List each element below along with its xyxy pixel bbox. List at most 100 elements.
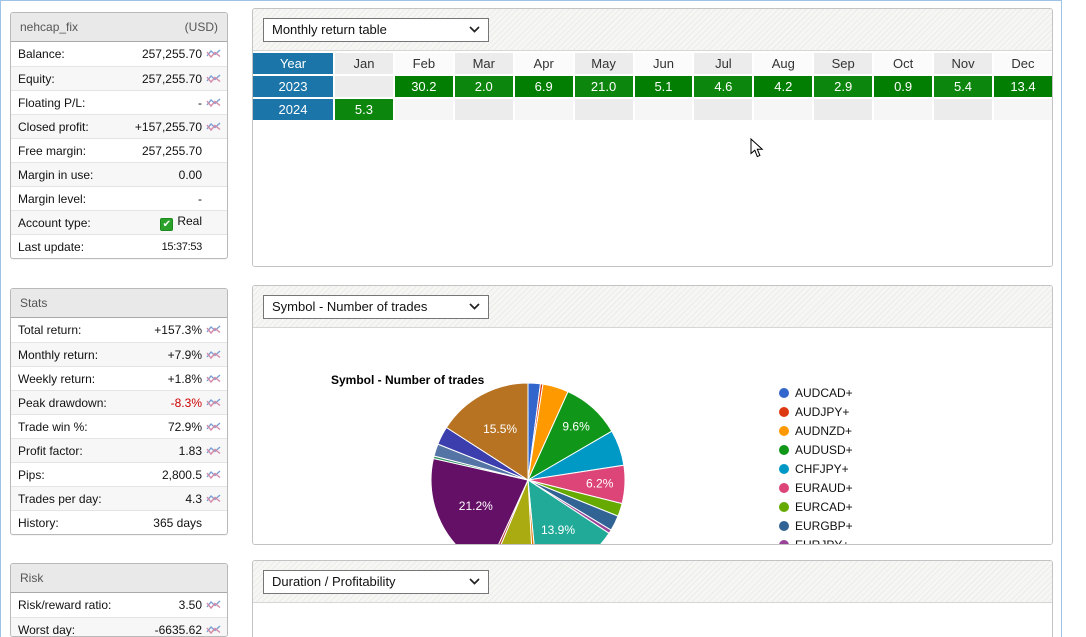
row-value: 4.3 [185, 491, 202, 506]
month-header-cell: Apr [512, 53, 573, 74]
year-header-cell: Year [253, 53, 333, 74]
pie-legend: AUDCAD+ AUDJPY+ AUDNZD+ AUDUSD+ CHFJPY+ EURAU… [779, 383, 853, 544]
month-header-cell: Aug [752, 53, 813, 74]
month-header-cell: Jun [632, 53, 693, 74]
row-value: +1.8% [167, 371, 202, 386]
symbol-panel-toolbar: Symbol - Number of trades [253, 286, 1052, 328]
sparkline-chart-icon[interactable] [206, 73, 222, 84]
side-panel-row: Closed profit: +157,255.70 [11, 114, 227, 138]
sparkline-chart-icon[interactable] [206, 373, 222, 384]
legend-color-dot [779, 444, 789, 455]
row-icon-slot [202, 493, 222, 505]
side-panel-row: Peak drawdown: -8.3% [11, 390, 227, 414]
legend-label: EURAUD+ [795, 480, 853, 495]
pie-slice[interactable] [445, 382, 529, 481]
sparkline-chart-icon[interactable] [206, 121, 222, 132]
sparkline-chart-icon[interactable] [206, 624, 222, 635]
monthly-dropdown-value: Monthly return table [272, 22, 387, 37]
row-icon-slot [202, 193, 222, 205]
monthly-return-panel: Monthly return table Year Jan Feb Mar Apr May… [252, 8, 1053, 267]
risk-title: Risk [20, 571, 44, 585]
year-cell: 2023 [253, 76, 333, 97]
sparkline-chart-icon[interactable] [206, 599, 222, 610]
duration-panel-dropdown[interactable]: Duration / Profitability [263, 569, 489, 594]
pie-slice-label: 13.9% [541, 523, 575, 537]
mouse-cursor-icon [750, 138, 764, 158]
month-value-cell: 13.4 [991, 76, 1052, 97]
row-icon-slot [202, 397, 222, 409]
legend-item: AUDUSD+ [779, 440, 853, 459]
sparkline-chart-icon[interactable] [206, 324, 222, 335]
row-value: 1.83 [178, 443, 202, 458]
row-value: 72.9% [167, 419, 202, 434]
row-value: 2,800.5 [161, 467, 202, 482]
legend-label: EURCAD+ [795, 499, 853, 514]
stats-title: Stats [20, 296, 48, 310]
month-value-cell [572, 99, 633, 120]
month-value-cell [932, 99, 992, 120]
row-label: Trades per day: [18, 491, 102, 506]
row-value: +157.3% [154, 323, 202, 337]
sparkline-chart-icon[interactable] [206, 97, 222, 108]
row-label: Risk/reward ratio: [18, 598, 112, 612]
pie-slice[interactable] [527, 479, 537, 545]
row-value: +7.9% [167, 347, 202, 362]
month-header-cell: Jul [692, 53, 753, 74]
pie-slice-label: 6.2% [586, 476, 614, 490]
row-value: 3.50 [178, 598, 202, 612]
account-name: nehcap_fix [20, 20, 79, 34]
duration-panel-toolbar: Duration / Profitability [253, 561, 1052, 603]
stats-rows: Total return: +157.3% Monthly return: +7.9%… [11, 318, 227, 534]
pie-chart-title: Symbol - Number of trades [331, 373, 485, 387]
row-icon-slot [202, 469, 222, 481]
row-icon-slot [202, 73, 222, 85]
month-value-cell: 5.4 [932, 76, 992, 97]
sparkline-chart-icon[interactable] [206, 469, 222, 480]
side-panel-row: Risk/reward ratio: 3.50 [11, 593, 227, 617]
row-icon-slot [202, 373, 222, 385]
month-value-cell [812, 99, 873, 120]
pie-slice[interactable] [430, 457, 529, 545]
row-icon-slot [202, 169, 222, 181]
monthly-panel-dropdown[interactable]: Monthly return table [263, 17, 489, 42]
month-value-cell: 4.6 [692, 76, 753, 97]
month-value-cell: 30.2 [392, 76, 453, 97]
real-account-checkbox-icon: ✔ [160, 218, 174, 231]
row-value: +157,255.70 [134, 119, 202, 134]
legend-color-dot [779, 501, 789, 512]
sparkline-chart-icon[interactable] [206, 445, 222, 456]
row-label: Total return: [18, 323, 82, 337]
sparkline-chart-icon[interactable] [206, 349, 222, 360]
row-label: Peak drawdown: [18, 395, 107, 410]
sparkline-chart-icon[interactable] [206, 421, 222, 432]
side-panel-row: Profit factor: 1.83 [11, 438, 227, 462]
row-label: Worst day: [18, 622, 76, 637]
month-value-cell: 6.9 [512, 76, 573, 97]
legend-label: AUDJPY+ [795, 404, 850, 419]
side-panel-row: Balance: 257,255.70 [11, 42, 227, 66]
month-value-cell [632, 99, 693, 120]
symbol-pie-chart: 9.6% 6.2% 13.9% 7% 21.2% 15.5% [430, 382, 626, 545]
legend-item: EURJPY+ [779, 535, 853, 544]
row-icon-slot [202, 217, 222, 229]
sparkline-chart-icon[interactable] [206, 493, 222, 504]
legend-color-dot [779, 463, 789, 474]
row-icon-slot [202, 145, 222, 157]
pie-slice-label: 15.5% [483, 422, 517, 436]
row-label: History: [18, 515, 59, 530]
sparkline-chart-icon[interactable] [206, 48, 222, 59]
sparkline-chart-icon[interactable] [206, 397, 222, 408]
table-row: 2023 30.2 2.0 6.9 21.0 5.1 4.6 4.2 2.9 0.9 5.4 13.4 [253, 76, 1052, 97]
legend-item: AUDJPY+ [779, 402, 853, 421]
month-value-cell [452, 99, 513, 120]
month-value-cell [392, 99, 453, 120]
legend-label: AUDCAD+ [795, 385, 853, 400]
legend-item: EURCAD+ [779, 497, 853, 516]
symbol-panel-dropdown[interactable]: Symbol - Number of trades [263, 294, 489, 319]
pie-slice[interactable] [491, 479, 534, 545]
side-panel-row: Last update: 15:37:53 [11, 234, 227, 258]
stats-panel-header: Stats [11, 289, 227, 318]
pie-slice[interactable] [527, 479, 610, 545]
duration-panel: Duration / Profitability All trades: Dur… [252, 560, 1053, 637]
risk-rows: Risk/reward ratio: 3.50 Worst day: -6635.62 [11, 593, 227, 637]
